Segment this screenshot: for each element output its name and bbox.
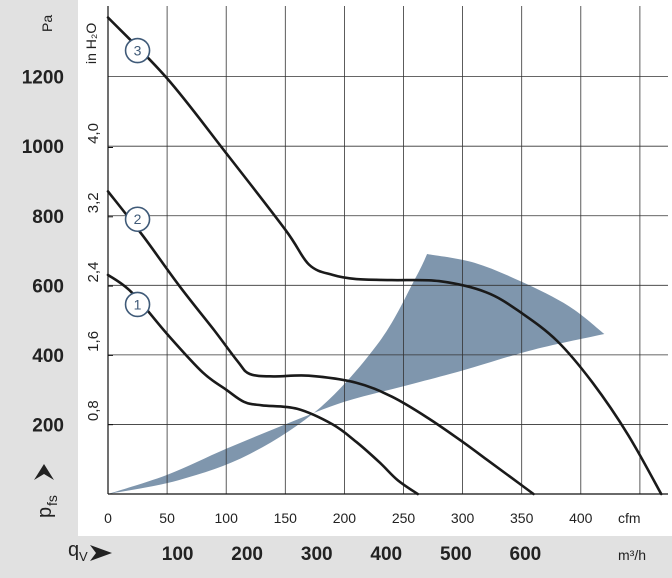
curve-marker-1: 1 (124, 291, 151, 318)
pa-unit-label: Pa (39, 15, 55, 32)
pa-tick-label: 400 (32, 346, 64, 367)
pressure-symbol-letter: p (34, 507, 56, 518)
cfm-unit-label: cfm (618, 510, 641, 526)
m3h-tick-label: 200 (231, 544, 263, 565)
series-line-2 (106, 190, 535, 496)
series-line-3 (106, 16, 663, 496)
curve-marker-label: 1 (134, 296, 142, 312)
cfm-tick-label: 50 (159, 510, 175, 526)
m3h-tick-label: 600 (510, 544, 542, 565)
curve-marker-3: 3 (124, 37, 151, 64)
cfm-tick-label: 0 (104, 510, 112, 526)
cfm-tick-label: 300 (451, 510, 475, 526)
pa-tick-label: 1000 (22, 137, 64, 158)
pa-tick-label: 200 (32, 415, 64, 436)
inh2o-unit-label: in H₂O (83, 23, 99, 64)
cfm-tick-label: 350 (510, 510, 534, 526)
pressure-symbol-sub: fs (44, 495, 60, 506)
cfm-tick-label: 400 (569, 510, 593, 526)
curve-marker-2: 2 (124, 206, 151, 233)
inh2o-tick-label: 4,0 (85, 123, 102, 144)
bottom-axis-panel (0, 536, 672, 578)
cfm-tick-label: 150 (274, 510, 298, 526)
pressure-arrow-icon (34, 464, 54, 480)
inh2o-tick-label: 3,2 (85, 192, 102, 213)
curve-marker-circle (124, 37, 151, 64)
m3h-unit-label: m³/h (618, 547, 646, 563)
inh2o-tick-label: 1,6 (85, 331, 102, 352)
cfm-tick-label: 200 (333, 510, 357, 526)
grid-layer (107, 6, 668, 495)
cfm-tick-label: 100 (215, 510, 239, 526)
pressure-symbol: p fs (34, 495, 60, 518)
m3h-tick-label: 100 (162, 544, 194, 565)
curve-marker-label: 2 (134, 211, 142, 227)
operating-area-layer (108, 254, 605, 494)
inh2o-tick-label: 2,4 (85, 262, 102, 283)
curve-layer: 1 2 3 (106, 16, 663, 496)
flow-arrow-icon (90, 545, 112, 561)
pa-tick-label: 1200 (22, 68, 64, 89)
pa-tick-label: 800 (32, 207, 64, 228)
left-axis-panel (0, 0, 78, 578)
m3h-tick-label: 300 (301, 544, 333, 565)
m3h-tick-label: 500 (440, 544, 472, 565)
curve-marker-circle (124, 291, 151, 318)
operating-area (108, 254, 605, 494)
pa-tick-label: 600 (32, 276, 64, 297)
flow-symbol: q V (68, 539, 88, 564)
m3h-tick-label: 400 (370, 544, 402, 565)
inh2o-tick-label: 0,8 (85, 400, 102, 421)
curve-marker-circle (124, 206, 151, 233)
series-line-1 (106, 273, 419, 496)
curve-marker-label: 3 (134, 43, 142, 59)
cfm-tick-label: 250 (392, 510, 416, 526)
flow-symbol-letter: q (68, 539, 79, 561)
plot-area (108, 6, 668, 494)
flow-symbol-sub: V (79, 549, 88, 564)
